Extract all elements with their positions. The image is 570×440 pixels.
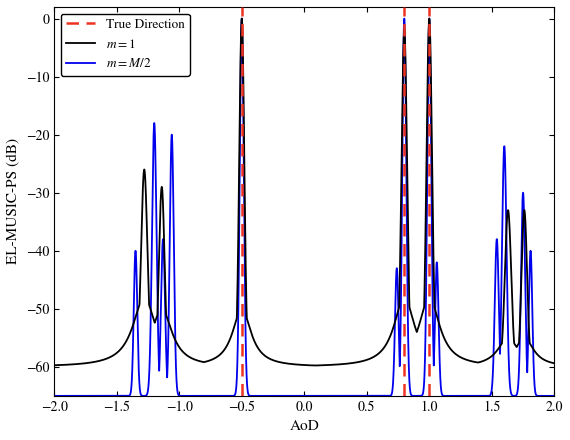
Y-axis label: EL-MUSIC-PS (dB): EL-MUSIC-PS (dB) [7,138,21,264]
Legend: True Direction, $m = 1$, $m = M/2$: True Direction, $m = 1$, $m = M/2$ [61,14,190,76]
X-axis label: AoD: AoD [290,420,319,433]
